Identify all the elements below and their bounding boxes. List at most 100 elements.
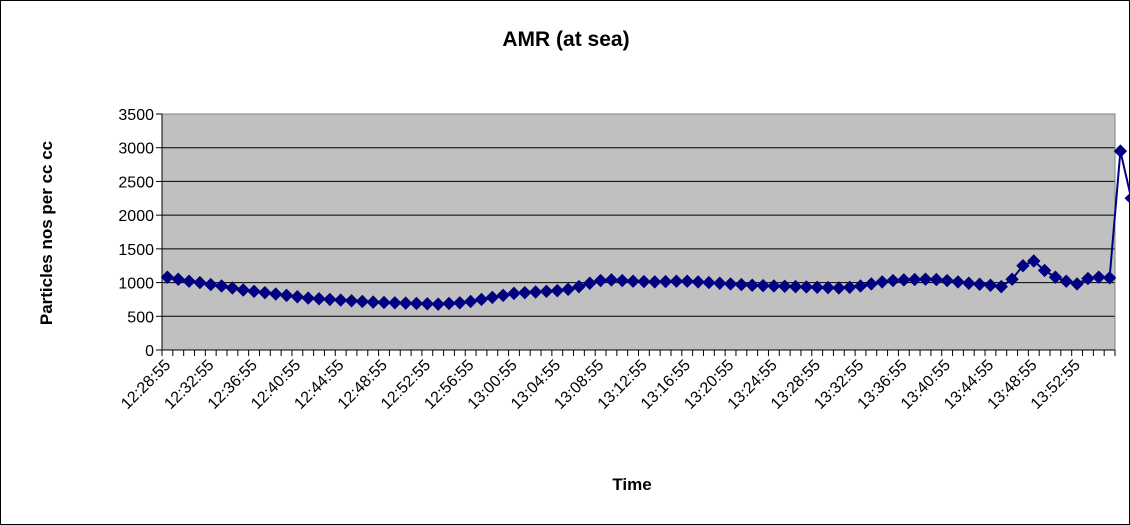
data-point-marker [983, 278, 998, 292]
plot-area [162, 114, 1115, 350]
data-point-marker [615, 273, 629, 288]
data-point-marker [702, 275, 716, 290]
data-point-marker [279, 288, 294, 303]
data-point-marker [962, 276, 976, 290]
data-point-marker [723, 277, 738, 291]
data-point-marker [1048, 270, 1063, 284]
data-point-marker [756, 278, 770, 293]
data-point-marker [431, 297, 445, 311]
data-point-marker [258, 285, 272, 300]
data-point-marker [897, 273, 911, 287]
data-point-marker [290, 290, 305, 304]
data-point-marker [561, 282, 575, 297]
data-point-marker [496, 288, 510, 303]
data-point-marker [572, 279, 586, 294]
data-point-marker [1070, 277, 1084, 291]
data-point-marker [539, 284, 554, 299]
series-markers [160, 144, 1130, 311]
y-tick-label: 1500 [118, 242, 154, 259]
data-point-marker [886, 273, 900, 288]
x-axis-title: Time [612, 475, 651, 494]
data-point-marker [377, 295, 391, 310]
data-point-marker [583, 276, 597, 290]
data-point-marker [1092, 270, 1106, 284]
data-point-marker [550, 283, 564, 298]
data-point-marker [1113, 144, 1128, 158]
data-point-marker [323, 292, 337, 307]
data-point-marker [485, 290, 500, 305]
data-point-marker [669, 274, 684, 288]
data-point-marker [637, 274, 651, 289]
y-tick-label: 0 [145, 343, 154, 360]
data-point-marker [626, 274, 640, 288]
data-point-marker [463, 294, 478, 309]
y-tick-label: 2000 [118, 208, 154, 225]
data-point-marker [680, 274, 694, 288]
chart-title: AMR (at sea) [502, 28, 629, 51]
data-point-marker [918, 272, 933, 286]
data-point-marker [1081, 271, 1095, 286]
y-axis-ticks: 0 500 1000 1500 2000 2500 3000 3500 [118, 107, 162, 360]
y-tick-label: 2500 [118, 174, 154, 191]
data-point-marker [734, 277, 749, 292]
data-point-marker [875, 275, 889, 289]
data-point-marker [648, 275, 662, 289]
data-point-marker [767, 279, 781, 293]
y-axis-title: Particles nos per cc cc [37, 141, 56, 325]
data-point-marker [1037, 263, 1052, 278]
data-point-marker [398, 296, 413, 310]
data-point-marker [507, 286, 521, 301]
data-point-marker [1059, 274, 1073, 288]
data-point-marker [312, 292, 326, 306]
data-point-marker [225, 281, 240, 295]
data-point-marker [355, 294, 370, 309]
data-point-marker [929, 272, 944, 287]
data-point-marker [745, 278, 759, 292]
data-point-marker [1124, 192, 1130, 204]
data-point-marker [810, 280, 824, 294]
data-point-marker [236, 283, 250, 297]
y-tick-label: 1000 [118, 276, 154, 293]
data-point-marker [864, 277, 879, 291]
data-point-marker [204, 277, 218, 292]
x-axis-ticks: 12:28:5512:32:5512:36:5512:40:5512:44:55… [118, 350, 1116, 413]
data-point-marker [832, 281, 846, 295]
data-point-marker [160, 270, 175, 284]
data-point-marker [301, 291, 315, 305]
y-tick-label: 3000 [118, 141, 154, 158]
data-point-marker [214, 279, 229, 293]
data-point-marker [1027, 254, 1041, 268]
data-point-marker [788, 279, 803, 294]
data-point-marker [658, 274, 673, 289]
data-point-marker [171, 272, 185, 286]
data-point-marker [604, 273, 619, 287]
data-point-marker [409, 296, 424, 311]
data-point-marker [777, 279, 792, 293]
data-point-marker [713, 276, 727, 290]
data-point-marker [799, 280, 814, 294]
data-point-marker [951, 275, 965, 289]
data-point-marker [269, 287, 283, 301]
data-point-marker [691, 275, 705, 289]
data-point-marker [247, 284, 261, 299]
data-point-marker [388, 296, 402, 310]
data-point-marker [940, 273, 954, 288]
data-point-marker [1102, 271, 1117, 285]
data-point-marker [842, 280, 857, 294]
data-point-marker [907, 272, 922, 287]
data-point-marker [528, 285, 543, 299]
data-point-marker [366, 295, 380, 309]
data-point-marker [853, 279, 868, 293]
data-point-marker [518, 285, 532, 300]
data-point-marker [182, 274, 196, 288]
data-point-marker [994, 279, 1008, 294]
y-tick-label: 500 [127, 309, 154, 326]
data-point-marker [453, 296, 467, 310]
data-point-marker [474, 292, 489, 307]
data-point-marker [1005, 272, 1019, 286]
y-tick-label: 3500 [118, 107, 154, 124]
data-point-marker [344, 294, 359, 308]
data-point-marker [972, 277, 987, 291]
data-point-marker [420, 297, 435, 311]
